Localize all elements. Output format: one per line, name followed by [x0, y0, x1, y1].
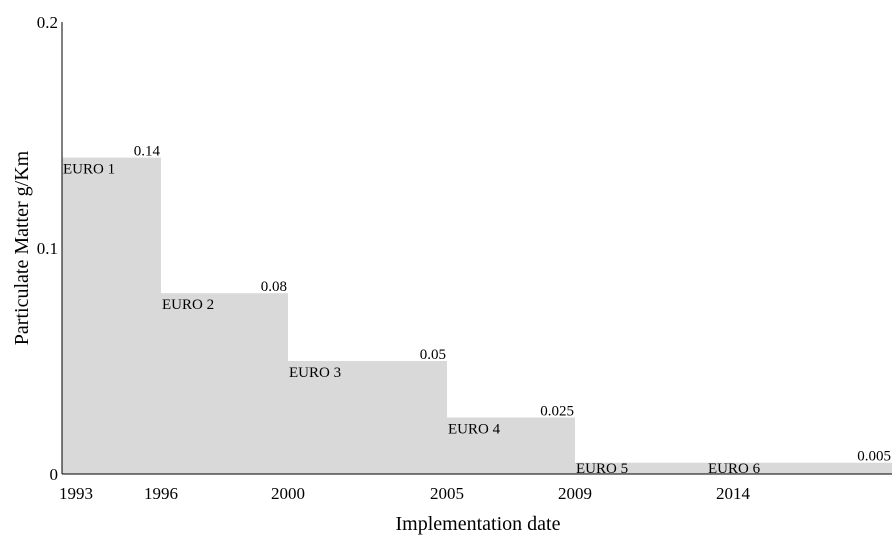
x-tick-label: 2009	[558, 484, 592, 503]
tick-labels: 0 0.1 0.2 1993 1996 2000 2005 2009 2014	[37, 13, 751, 503]
standard-label-euro-4: EURO 4	[448, 422, 501, 438]
step-area-euro-2	[161, 293, 288, 474]
x-tick-label: 1993	[59, 484, 93, 503]
x-tick-label: 1996	[144, 484, 178, 503]
y-tick-label: 0.1	[37, 239, 58, 258]
x-tick-label: 2014	[716, 484, 751, 503]
step-area-euro-4	[447, 417, 575, 474]
step-area-euro-3	[288, 361, 447, 474]
standard-label-euro-3: EURO 3	[289, 365, 341, 381]
step-labels: EURO 1 EURO 2 EURO 3 EURO 4 EURO 5 EURO 6 0.14…	[63, 144, 891, 477]
value-label-euro-4: 0.025	[540, 404, 574, 420]
y-axis-label: Particulate Matter g/Km	[11, 150, 33, 345]
standard-label-euro-2: EURO 2	[162, 297, 214, 313]
step-area-euro-1	[62, 157, 161, 474]
x-tick-label: 2000	[271, 484, 305, 503]
standard-label-euro-6: EURO 6	[708, 461, 761, 477]
step-area-euro-5	[575, 462, 733, 474]
x-axis-label: Implementation date	[396, 513, 561, 535]
axes	[61, 22, 892, 475]
step-area-euro-6	[733, 462, 892, 474]
x-tick-label: 2005	[430, 484, 464, 503]
value-label-euro-2: 0.08	[261, 279, 287, 295]
value-label-euro-1: 0.14	[134, 144, 161, 160]
y-tick-label: 0.2	[37, 13, 58, 32]
value-label-euro-6: 0.005	[857, 449, 891, 465]
standard-label-euro-5: EURO 5	[576, 461, 628, 477]
standard-label-euro-1: EURO 1	[63, 162, 115, 178]
value-label-euro-3: 0.05	[420, 347, 446, 363]
step-areas	[62, 157, 892, 474]
y-tick-label: 0	[50, 465, 59, 484]
